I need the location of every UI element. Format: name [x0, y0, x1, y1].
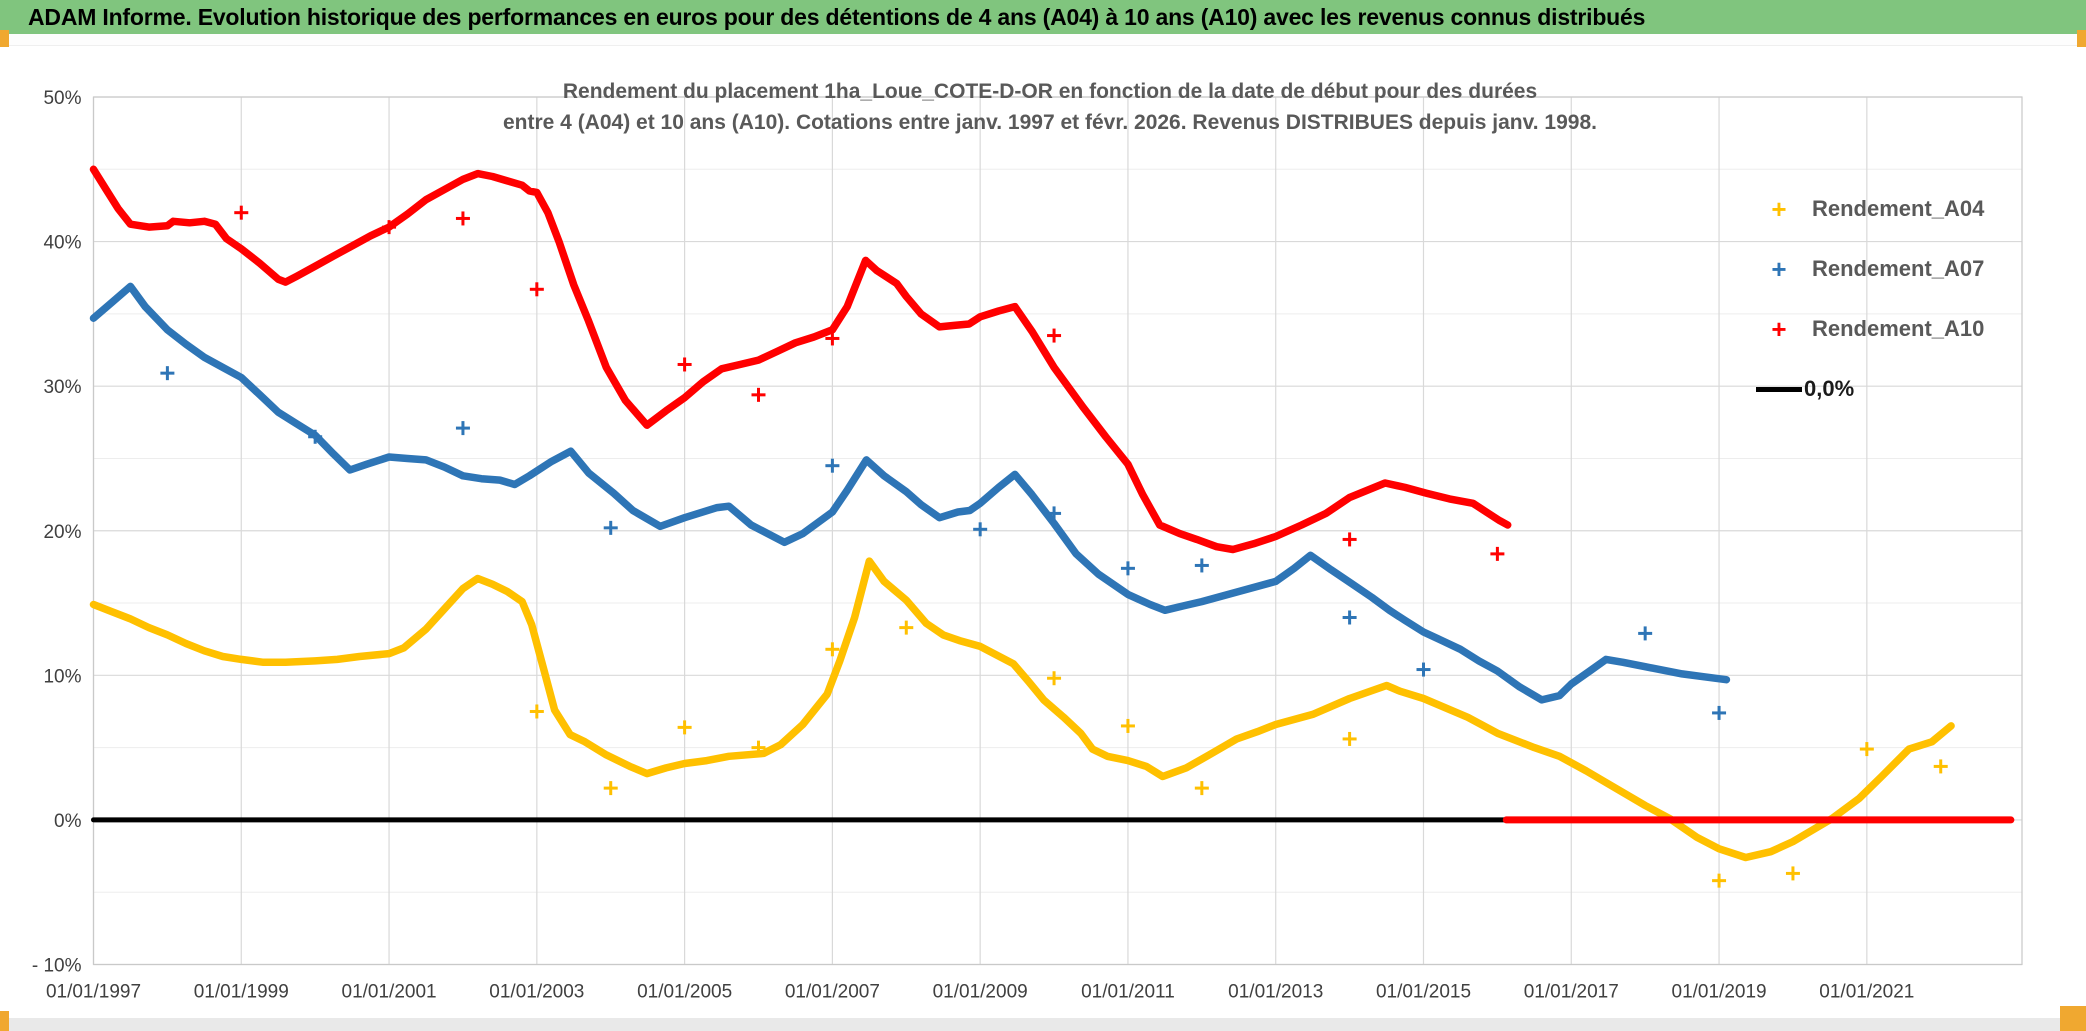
- x-axis-label: 01/01/2017: [1524, 982, 1619, 1003]
- series-Rendement_A07[interactable]: [89, 282, 1731, 704]
- y-axis-label: 20%: [43, 522, 81, 543]
- x-axis-label: 01/01/2013: [1228, 982, 1323, 1003]
- x-axis-label: 01/01/1997: [46, 982, 141, 1003]
- y-axis-label: 0%: [54, 811, 82, 832]
- chart-title-line2: entre 4 (A04) et 10 ans (A10). Cotations…: [503, 111, 1597, 134]
- x-axis-label: 01/01/2003: [489, 982, 584, 1003]
- legend-plus-icon: +: [1771, 254, 1787, 284]
- x-axis-label: 01/01/2021: [1819, 982, 1914, 1003]
- legend-label: Rendement_A07: [1812, 256, 1985, 281]
- legend-item-zero-line[interactable]: 0,0%: [1756, 368, 2076, 410]
- x-axis-label: 01/01/2011: [1081, 982, 1175, 1003]
- chart-title-line1: Rendement du placement 1ha_Loue_COTE-D-O…: [562, 80, 1538, 103]
- x-axis-label: 01/01/2019: [1672, 982, 1767, 1003]
- y-axis-label: - 10%: [32, 956, 82, 977]
- plot-border: [92, 96, 2023, 966]
- selection-handle-top-right[interactable]: [2077, 30, 2086, 47]
- selection-handle-bottom-left[interactable]: [0, 1011, 9, 1031]
- x-axis-label: 01/01/2015: [1376, 982, 1471, 1003]
- series-Rendement_A10[interactable]: [89, 165, 1512, 554]
- legend-plus-icon: +: [1771, 194, 1787, 224]
- legend-label: 0,0%: [1804, 376, 1855, 401]
- legend-item-Rendement_A07[interactable]: + Rendement_A07: [1756, 248, 2076, 290]
- bottom-edge: [0, 1018, 2086, 1031]
- series-Rendement_A04[interactable]: [89, 557, 1955, 862]
- y-axis-label: 50%: [43, 88, 81, 109]
- legend-plus-icon: +: [1771, 314, 1787, 344]
- legend-label: Rendement_A04: [1812, 196, 1985, 221]
- x-axis-label: 01/01/2005: [637, 982, 732, 1003]
- x-axis-label: 01/01/2001: [342, 982, 437, 1003]
- window-title-bar: ADAM Informe. Evolution historique des p…: [0, 0, 2086, 35]
- selection-handle-top-left[interactable]: [0, 30, 9, 47]
- page-title: ADAM Informe. Evolution historique des p…: [28, 3, 1646, 30]
- y-axis-label: 10%: [43, 666, 81, 687]
- chart-title: Rendement du placement 1ha_Loue_COTE-D-O…: [300, 76, 1800, 138]
- x-axis-label: 01/01/2007: [785, 982, 880, 1003]
- selection-handle-bottom-right[interactable]: [2060, 1006, 2086, 1031]
- x-axis-label: 01/01/2009: [933, 982, 1028, 1003]
- chart-legend: + Rendement_A04 + Rendement_A07 + Rendement_A…: [1756, 188, 2076, 428]
- legend-zero-line-icon: [1756, 386, 1802, 392]
- x-axis-label: 01/01/1999: [194, 982, 289, 1003]
- legend-item-Rendement_A10[interactable]: + Rendement_A10: [1756, 308, 2076, 350]
- header-divider: [0, 34, 2086, 46]
- y-axis-label: 40%: [43, 233, 81, 254]
- y-axis-label: 30%: [43, 377, 81, 398]
- legend-item-Rendement_A04[interactable]: + Rendement_A04: [1756, 188, 2076, 230]
- legend-label: Rendement_A10: [1812, 316, 1985, 341]
